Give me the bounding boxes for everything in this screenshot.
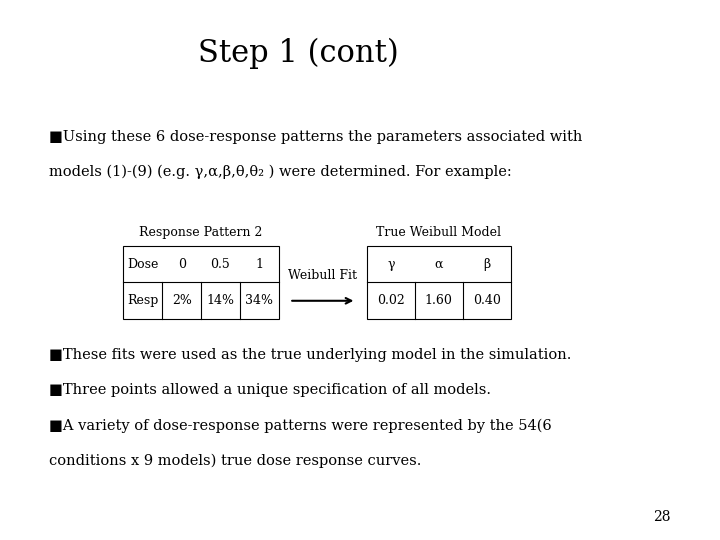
Text: Dose: Dose [127,258,158,271]
Text: ■Using these 6 dose-response patterns the parameters associated with: ■Using these 6 dose-response patterns th… [50,130,582,144]
Text: Resp: Resp [127,294,158,307]
Text: Response Pattern 2: Response Pattern 2 [140,226,263,239]
Text: 1: 1 [256,258,264,271]
Text: True Weibull Model: True Weibull Model [377,226,501,239]
Text: 28: 28 [653,510,670,524]
Text: 0: 0 [178,258,186,271]
Text: 0.40: 0.40 [473,294,501,307]
Text: 2%: 2% [172,294,192,307]
Text: β: β [483,258,490,271]
Text: Weibull Fit: Weibull Fit [288,269,357,282]
Text: 1.60: 1.60 [425,294,453,307]
Text: Step 1 (cont): Step 1 (cont) [197,38,398,69]
Text: α: α [435,258,443,271]
Text: 0.02: 0.02 [377,294,405,307]
Text: conditions x 9 models) true dose response curves.: conditions x 9 models) true dose respons… [50,454,422,468]
Text: ■A variety of dose-response patterns were represented by the 54(6: ■A variety of dose-response patterns wer… [50,418,552,433]
Text: ■Three points allowed a unique specification of all models.: ■Three points allowed a unique specifica… [50,383,491,397]
Text: 34%: 34% [246,294,274,307]
Text: γ: γ [387,258,395,271]
Text: 0.5: 0.5 [211,258,230,271]
Text: models (1)-(9) (e.g. γ,α,β,θ,θ₂ ) were determined. For example:: models (1)-(9) (e.g. γ,α,β,θ,θ₂ ) were d… [50,165,512,179]
Text: 14%: 14% [207,294,235,307]
Text: ■These fits were used as the true underlying model in the simulation.: ■These fits were used as the true underl… [50,348,572,362]
